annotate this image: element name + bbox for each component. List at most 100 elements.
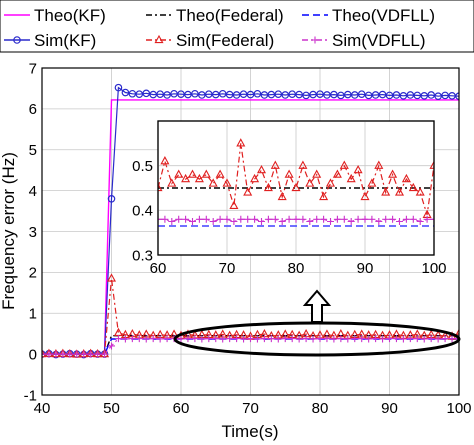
main-point-sim-kf xyxy=(337,91,345,100)
main-tick-labels: 40 50 60 70 80 90 100 -1 0 1 2 3 4 5 6 7 xyxy=(24,60,472,417)
main-point-sim-kf xyxy=(114,83,123,92)
inset-point-sim-vdfll xyxy=(299,215,307,223)
main-point-sim-vdfll xyxy=(52,350,60,358)
main-point-sim-vdfll xyxy=(59,350,67,358)
main-point-sim-vdfll xyxy=(191,335,199,343)
legend-item-sim-federal: Sim(Federal) xyxy=(146,31,274,50)
main-x-tick-label: 70 xyxy=(242,400,259,417)
inset-point-sim-vdfll xyxy=(216,215,224,223)
main-point-sim-kf xyxy=(434,92,442,101)
main-series-theo-vdfll xyxy=(42,338,459,355)
inset-x-tick-label: 70 xyxy=(219,260,236,277)
main-point-sim-vdfll xyxy=(455,335,459,343)
main-x-tick-label: 100 xyxy=(446,400,471,417)
inset-point-sim-vdfll xyxy=(292,215,300,223)
inset-point-sim-vdfll xyxy=(161,215,169,223)
inset-point-sim-federal xyxy=(353,164,363,174)
inset-x-tick-label: 100 xyxy=(421,260,446,277)
inset-series-sim-federal xyxy=(158,138,434,218)
inset-point-sim-federal xyxy=(325,178,336,187)
inset-point-sim-federal xyxy=(374,160,384,169)
inset-point-sim-federal xyxy=(160,156,170,165)
inset-point-sim-federal xyxy=(215,169,225,178)
inset-point-sim-vdfll xyxy=(361,215,369,223)
main-point-sim-vdfll xyxy=(101,350,109,358)
legend-box xyxy=(0,0,474,53)
inset-x-tick-label: 90 xyxy=(357,260,374,277)
inset-point-sim-federal xyxy=(367,178,377,187)
inset-point-sim-federal xyxy=(305,178,315,187)
legend-marker xyxy=(13,36,21,44)
main-point-sim-federal xyxy=(454,328,459,337)
main-y-tick-label: 4 xyxy=(29,183,37,200)
inset-point-sim-federal xyxy=(243,187,253,196)
inset-point-sim-federal xyxy=(332,169,342,178)
main-point-sim-kf xyxy=(253,89,262,98)
inset-point-sim-federal xyxy=(408,182,418,192)
main-point-sim-kf xyxy=(295,90,303,99)
inset-point-sim-federal xyxy=(263,182,273,192)
main-point-sim-kf xyxy=(232,91,241,99)
legend-label: Theo(Federal) xyxy=(176,6,284,25)
main-point-sim-kf xyxy=(330,90,338,99)
inset-y-tick-label: 0.3 xyxy=(132,247,153,264)
main-point-sim-vdfll xyxy=(309,335,317,343)
main-x-tick-label: 40 xyxy=(34,400,51,417)
main-point-sim-kf xyxy=(302,91,310,100)
inset-point-sim-federal xyxy=(360,191,370,201)
legend-item-sim-kf: Sim(KF) xyxy=(4,31,96,50)
main-point-sim-vdfll xyxy=(358,335,366,343)
inset-point-sim-federal xyxy=(270,160,280,169)
main-plot-frame xyxy=(41,67,460,396)
inset-point-sim-federal xyxy=(284,169,294,178)
main-y-tick-label: 1 xyxy=(29,306,37,323)
inset-point-sim-federal xyxy=(208,178,218,187)
main-y-tick-label: 5 xyxy=(29,142,37,159)
main-point-sim-kf xyxy=(274,90,283,98)
inset-point-sim-vdfll xyxy=(430,215,434,223)
main-point-sim-vdfll xyxy=(399,335,407,343)
main-point-sim-kf xyxy=(191,89,199,98)
main-point-sim-kf xyxy=(184,90,192,99)
inset-point-sim-vdfll xyxy=(368,215,376,223)
main-point-sim-kf xyxy=(135,90,144,98)
inset-point-sim-federal xyxy=(236,138,246,147)
main-point-sim-vdfll xyxy=(330,335,338,343)
legend: Theo(KF) Theo(Federal) Theo(VDFLL) Sim(KF) S… xyxy=(0,0,474,53)
main-point-sim-vdfll xyxy=(351,335,359,343)
main-point-sim-vdfll xyxy=(219,335,227,343)
main-point-sim-vdfll xyxy=(142,335,150,343)
main-point-sim-vdfll xyxy=(87,350,95,358)
inset-series xyxy=(158,138,434,227)
inset-point-sim-vdfll xyxy=(223,215,231,223)
main-point-sim-kf xyxy=(399,91,408,100)
main-point-sim-vdfll xyxy=(128,335,136,343)
inset-point-sim-federal xyxy=(222,178,232,187)
main-y-tick-label: 7 xyxy=(29,60,37,77)
main-point-sim-vdfll xyxy=(177,335,185,343)
inset-point-sim-federal xyxy=(201,169,211,178)
main-line-theo-vdfll xyxy=(42,338,459,355)
main-point-sim-vdfll xyxy=(372,335,380,343)
inset-point-sim-vdfll xyxy=(354,215,362,223)
legend-item-theo-kf: Theo(KF) xyxy=(4,6,106,25)
main-point-sim-vdfll xyxy=(295,335,303,343)
zoom-arrow-icon xyxy=(302,289,332,323)
legend-label: Theo(KF) xyxy=(34,6,106,25)
main-x-tick-label: 50 xyxy=(103,400,120,417)
main-y-tick-label: 0 xyxy=(29,346,37,363)
main-point-sim-kf xyxy=(156,90,164,98)
inset-x-tick-label: 60 xyxy=(150,260,167,277)
main-point-sim-kf xyxy=(420,91,429,100)
main-point-sim-vdfll xyxy=(42,350,46,358)
inset-point-sim-vdfll xyxy=(313,215,321,223)
main-point-sim-federal xyxy=(106,273,117,282)
main-series-sim-vdfll xyxy=(42,335,459,358)
inset-chart: 60 70 80 90 100 0.3 0.4 0.5 xyxy=(132,120,447,277)
inset-point-sim-vdfll xyxy=(285,215,293,223)
main-point-sim-vdfll xyxy=(413,335,421,343)
main-point-sim-vdfll xyxy=(156,335,164,343)
main-point-sim-vdfll xyxy=(205,335,213,343)
legend-marker xyxy=(154,34,164,44)
